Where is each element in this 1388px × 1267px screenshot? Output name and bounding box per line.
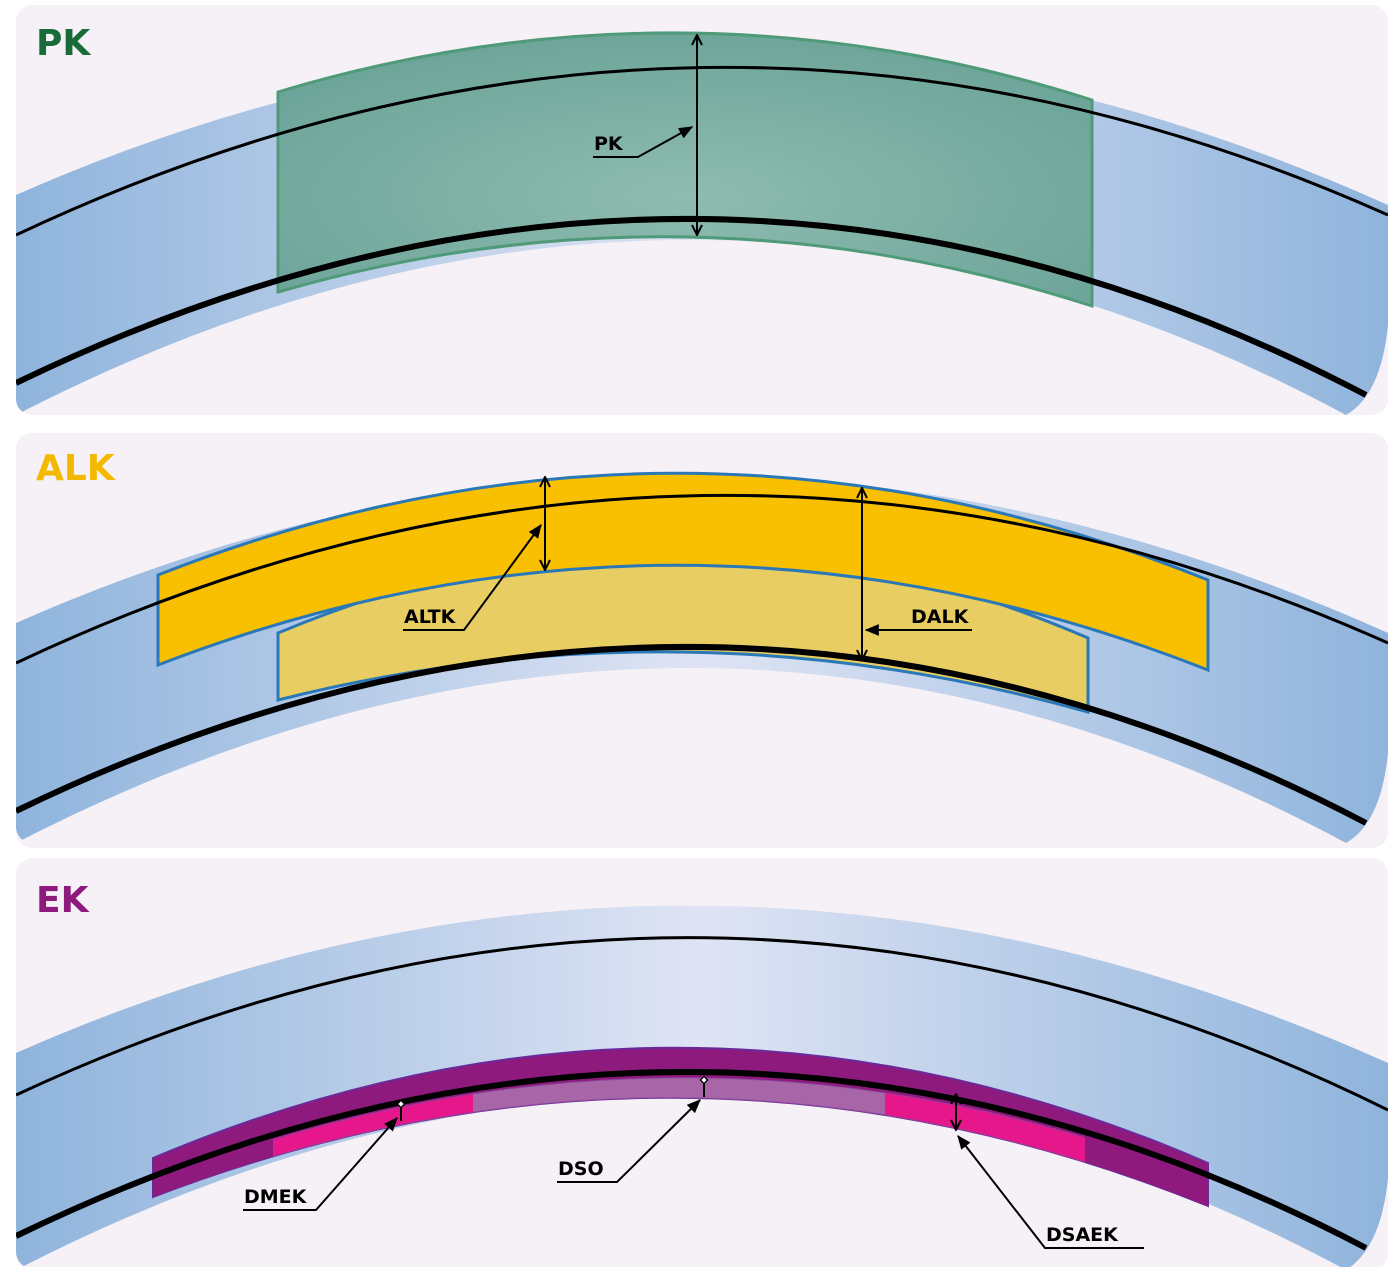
label: DALK bbox=[911, 606, 970, 628]
label: DSAEK bbox=[1046, 1224, 1119, 1246]
ek-panel: DMEK DSO DSAEK EK bbox=[16, 858, 1388, 1267]
label: DSO bbox=[558, 1158, 604, 1180]
label: DMEK bbox=[244, 1186, 308, 1208]
diagram: PK PK ALTK DALK ALK bbox=[0, 0, 1388, 1267]
label: ALTK bbox=[404, 606, 457, 628]
label: PK bbox=[594, 133, 624, 155]
panel-title: ALK bbox=[36, 448, 116, 489]
pk-panel: PK PK bbox=[16, 5, 1388, 415]
panel-title: PK bbox=[36, 23, 91, 64]
panel-title: EK bbox=[36, 880, 90, 921]
alk-panel: ALTK DALK ALK bbox=[16, 433, 1388, 848]
